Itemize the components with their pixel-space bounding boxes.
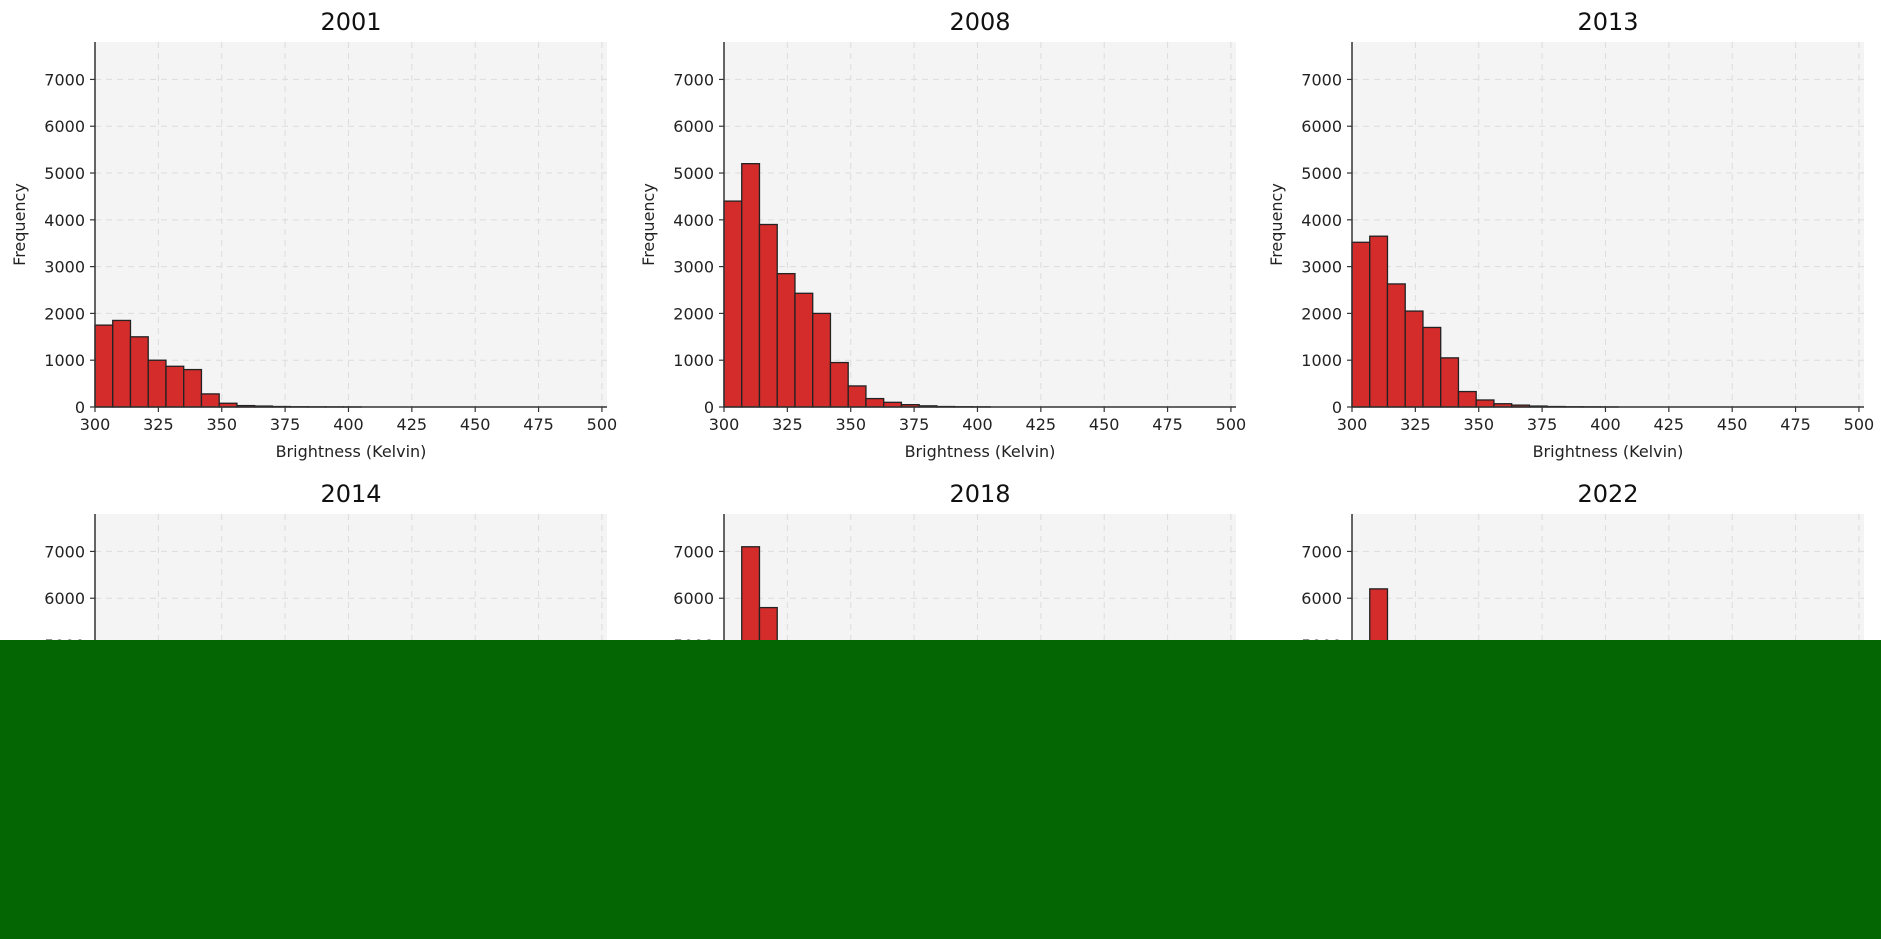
y-tick-label: 6000	[44, 117, 85, 136]
x-tick-label: 375	[1527, 415, 1558, 434]
x-axis-label: Brightness (Kelvin)	[276, 442, 427, 461]
histogram-bar	[200, 393, 220, 408]
x-tick-label: 375	[270, 415, 301, 434]
histogram-bar	[829, 361, 849, 408]
y-tick-label: 6000	[44, 589, 85, 608]
y-tick-label: 4000	[673, 211, 714, 230]
histogram-panel-2013: 300 325 350 375 400 425 450 475 5000100020003000…	[1267, 8, 1874, 461]
y-tick-label: 0	[1332, 398, 1342, 417]
histogram-bar	[812, 312, 832, 408]
histogram-bar	[112, 319, 132, 408]
plot-area	[95, 42, 607, 407]
histogram-bar	[847, 385, 867, 408]
x-tick-label: 450	[1089, 415, 1120, 434]
x-tick-label: 300	[80, 415, 111, 434]
y-tick-label: 1000	[673, 351, 714, 370]
y-tick-label: 5000	[44, 164, 85, 183]
y-tick-label: 1000	[44, 351, 85, 370]
histogram-bar	[1351, 241, 1371, 408]
x-tick-label: 400	[1590, 415, 1621, 434]
x-tick-label: 350	[835, 415, 866, 434]
x-tick-label: 450	[1717, 415, 1748, 434]
histogram-bar	[94, 324, 114, 408]
panel-title: 2022	[1577, 480, 1638, 508]
histogram-bar	[1440, 357, 1460, 408]
histogram-bar	[776, 272, 796, 408]
y-axis-label: Frequency	[639, 183, 658, 266]
x-tick-label: 425	[1654, 415, 1685, 434]
y-tick-label: 4000	[44, 211, 85, 230]
histogram-panel-2008: 300 325 350 375 400 425 450 475 5000100020003000…	[639, 8, 1246, 461]
histogram-bar	[1457, 390, 1477, 408]
x-axis-label: Brightness (Kelvin)	[1533, 442, 1684, 461]
y-axis-label: Frequency	[1267, 183, 1286, 266]
panel-title: 2001	[320, 8, 381, 36]
histogram-panel-2001: 300 325 350 375 400 425 450 475 5000100020003000…	[10, 8, 617, 461]
x-tick-label: 400	[333, 415, 364, 434]
y-tick-label: 7000	[673, 70, 714, 89]
y-tick-label: 7000	[673, 542, 714, 561]
panel-title: 2013	[1577, 8, 1638, 36]
histogram-bar	[865, 397, 885, 408]
x-tick-label: 325	[143, 415, 174, 434]
y-tick-label: 2000	[44, 304, 85, 323]
histogram-bar	[147, 359, 167, 408]
x-tick-label: 350	[1463, 415, 1494, 434]
panel-title: 2014	[320, 480, 381, 508]
y-tick-label: 6000	[1301, 589, 1342, 608]
y-tick-label: 1000	[1301, 351, 1342, 370]
panel-title: 2008	[949, 8, 1010, 36]
panel-title: 2018	[949, 480, 1010, 508]
histogram-bar	[165, 365, 185, 408]
y-tick-label: 2000	[673, 304, 714, 323]
y-tick-label: 5000	[1301, 164, 1342, 183]
y-tick-label: 3000	[1301, 258, 1342, 277]
x-tick-label: 350	[206, 415, 237, 434]
x-tick-label: 425	[397, 415, 428, 434]
x-tick-label: 450	[460, 415, 491, 434]
y-tick-label: 6000	[673, 589, 714, 608]
histogram-bar	[1404, 310, 1424, 408]
x-tick-label: 325	[1400, 415, 1431, 434]
histogram-bar	[1475, 399, 1495, 408]
y-tick-label: 3000	[673, 258, 714, 277]
histogram-bar	[1369, 235, 1389, 408]
histogram-bar	[1422, 326, 1442, 408]
y-tick-label: 4000	[1301, 211, 1342, 230]
histogram-bar	[183, 368, 203, 408]
x-tick-label: 300	[1337, 415, 1368, 434]
x-tick-label: 500	[1844, 415, 1875, 434]
x-tick-label: 500	[587, 415, 618, 434]
y-tick-label: 7000	[44, 70, 85, 89]
x-tick-label: 375	[899, 415, 930, 434]
x-tick-label: 325	[772, 415, 803, 434]
y-tick-label: 3000	[44, 258, 85, 277]
histogram-bar	[1386, 283, 1406, 408]
x-tick-label: 475	[1780, 415, 1811, 434]
y-tick-label: 7000	[44, 542, 85, 561]
histogram-bar	[723, 200, 743, 408]
y-tick-label: 0	[75, 398, 85, 417]
y-tick-label: 2000	[1301, 304, 1342, 323]
histogram-bar	[129, 336, 149, 408]
y-tick-label: 0	[704, 398, 714, 417]
histogram-bar	[758, 223, 778, 408]
x-tick-label: 475	[1152, 415, 1183, 434]
y-tick-label: 6000	[673, 117, 714, 136]
y-axis-label: Frequency	[10, 183, 29, 266]
x-tick-label: 475	[523, 415, 554, 434]
x-tick-label: 400	[962, 415, 993, 434]
x-tick-label: 425	[1026, 415, 1057, 434]
green-occlusion-block	[0, 640, 1881, 939]
x-axis-label: Brightness (Kelvin)	[905, 442, 1056, 461]
y-tick-label: 5000	[673, 164, 714, 183]
histogram-bar	[794, 292, 814, 408]
y-tick-label: 6000	[1301, 117, 1342, 136]
y-tick-label: 7000	[1301, 70, 1342, 89]
x-tick-label: 500	[1216, 415, 1247, 434]
y-tick-label: 7000	[1301, 542, 1342, 561]
x-tick-label: 300	[709, 415, 740, 434]
histogram-bar	[741, 163, 761, 408]
